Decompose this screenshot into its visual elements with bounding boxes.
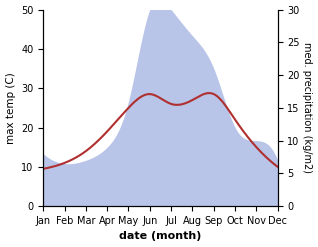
Y-axis label: med. precipitation (kg/m2): med. precipitation (kg/m2) [302,42,313,173]
X-axis label: date (month): date (month) [119,231,202,242]
Y-axis label: max temp (C): max temp (C) [5,72,16,144]
